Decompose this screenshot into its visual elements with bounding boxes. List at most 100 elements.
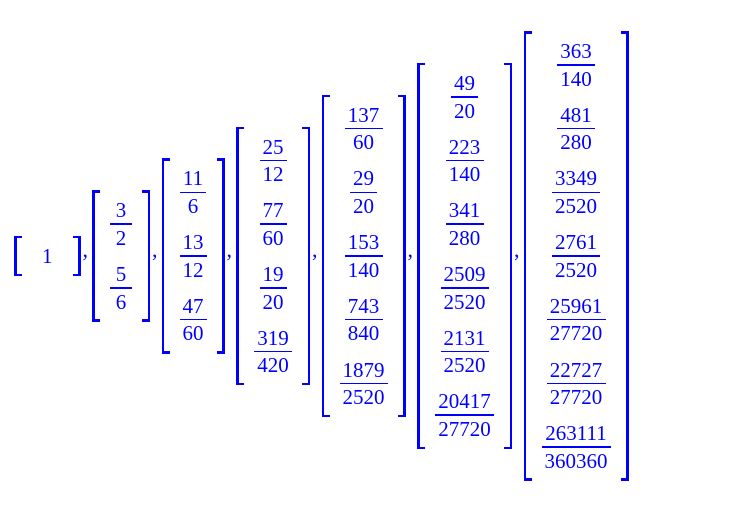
bracket-left [321, 94, 331, 418]
vector-entry: 223 140 [445, 134, 484, 187]
bracket-serif-top [397, 94, 406, 98]
fraction-bar [110, 223, 132, 225]
bracket-left [92, 190, 101, 323]
fraction-denominator: 140 [448, 162, 481, 187]
fraction: 77 60 [259, 199, 287, 249]
column-vector-5: 137 60 29 20 153 140 743 840 1879 2520 [321, 94, 406, 418]
column-vector-7: 363 140 481 280 3349 2520 2761 2520 25961 27720 22… [523, 31, 629, 481]
vector-entry: 2131 2520 [440, 325, 489, 378]
vector-entry: 137 60 [344, 104, 383, 154]
fraction-numerator: 13 [182, 230, 204, 255]
fraction-bar [546, 318, 606, 321]
fraction-denominator: 2 [115, 225, 127, 250]
fraction: 2509 2520 [440, 263, 489, 313]
fraction-numerator: 25 [262, 134, 284, 159]
bracket-right [216, 158, 225, 354]
bracket-serif-top [504, 62, 512, 66]
bracket-serif-bottom [302, 382, 310, 386]
bracket-serif-bottom [321, 414, 330, 418]
vector-entry: 1 [32, 245, 63, 267]
bracket-serif-top [92, 190, 100, 193]
fraction-numerator: 319 [257, 325, 289, 350]
fraction-bar [179, 191, 206, 194]
separator-wrap: , [512, 239, 524, 267]
fraction-numerator: 2761 [555, 230, 597, 255]
fraction-denominator: 2520 [555, 257, 597, 282]
comma-separator: , [226, 237, 233, 262]
fraction: 743 840 [344, 293, 383, 346]
fraction-denominator: 840 [347, 321, 380, 346]
vector-entry: 77 60 [259, 199, 287, 249]
fraction-denominator: 20 [353, 194, 374, 219]
fraction-numerator: 20417 [438, 389, 491, 414]
column-vector-3: 11 6 13 12 47 60 [161, 158, 225, 354]
separator-wrap: , [310, 239, 322, 267]
fraction-numerator: 263111 [545, 421, 607, 446]
comma-separator: , [152, 237, 158, 262]
fraction-bar [451, 95, 478, 98]
fraction-denominator: 420 [257, 353, 289, 378]
fraction-bar [440, 287, 489, 289]
fraction-denominator: 12 [182, 257, 204, 282]
fraction-numerator: 2131 [443, 325, 486, 350]
comma-separator: , [514, 237, 520, 262]
fraction: 25961 27720 [546, 295, 606, 345]
fraction-denominator: 280 [448, 225, 481, 250]
fraction-bar [552, 191, 600, 194]
fraction: 319 420 [254, 327, 292, 377]
bracket-right [397, 94, 406, 418]
comma-separator: , [312, 237, 318, 262]
fraction: 223 140 [445, 134, 484, 187]
fraction-numerator: 153 [347, 230, 380, 255]
bracket-serif-top [523, 31, 532, 34]
fraction-bar [344, 318, 383, 321]
fraction-bar [179, 318, 207, 321]
fraction-numerator: 743 [347, 293, 380, 318]
fraction: 11 6 [179, 167, 206, 219]
vector-entries: 25 12 77 60 19 20 319 420 [245, 127, 301, 386]
fraction: 13 12 [179, 230, 207, 282]
fraction-numerator: 49 [454, 70, 475, 95]
scalar-value: 1 [42, 243, 53, 268]
vector-entries: 1 [23, 236, 72, 276]
vector-entry: 153 140 [344, 230, 383, 282]
separator-wrap: , [81, 238, 93, 267]
bracket-right [72, 235, 81, 277]
bracket-serif-bottom [216, 351, 225, 354]
bracket-serif-bottom [417, 446, 425, 450]
separator-wrap: , [406, 239, 418, 267]
fraction-denominator: 6 [187, 194, 199, 219]
fraction-numerator: 223 [448, 134, 481, 159]
vector-entry: 20417 27720 [435, 390, 494, 440]
fraction-bar [344, 127, 383, 130]
fraction-denominator: 2520 [342, 385, 385, 410]
column-vector-1: 1 [14, 235, 81, 277]
bracket-serif-bottom [142, 319, 150, 322]
fraction: 137 60 [344, 104, 383, 154]
comma-separator: , [407, 237, 414, 262]
vector-entry: 341 280 [445, 199, 484, 250]
fraction-numerator: 1879 [342, 357, 385, 382]
vector-entry: 1879 2520 [339, 357, 388, 410]
column-vector-6: 49 20 223 140 341 280 2509 2520 2131 2520 20417 277… [417, 62, 512, 450]
fraction: 22727 27720 [546, 358, 606, 409]
vector-group-5: 137 60 29 20 153 140 743 840 1879 2520, [321, 94, 418, 418]
fraction-numerator: 5 [115, 262, 127, 286]
fraction: 19 20 [259, 263, 287, 313]
fraction-denominator: 140 [347, 257, 380, 282]
fraction-bar [259, 159, 287, 162]
fraction-bar [350, 191, 377, 194]
vector-entries: 137 60 29 20 153 140 743 840 1879 2520 [331, 95, 397, 417]
fraction-bar [435, 414, 494, 417]
fraction: 263111 360360 [541, 421, 611, 473]
fraction-denominator: 2520 [443, 353, 486, 378]
bracket-serif-top [620, 31, 629, 34]
fraction-denominator: 360360 [544, 448, 608, 473]
vector-entry: 481 280 [557, 104, 595, 154]
fraction-bar [445, 159, 484, 162]
fraction: 25 12 [259, 134, 287, 186]
fraction-numerator: 481 [560, 102, 592, 127]
